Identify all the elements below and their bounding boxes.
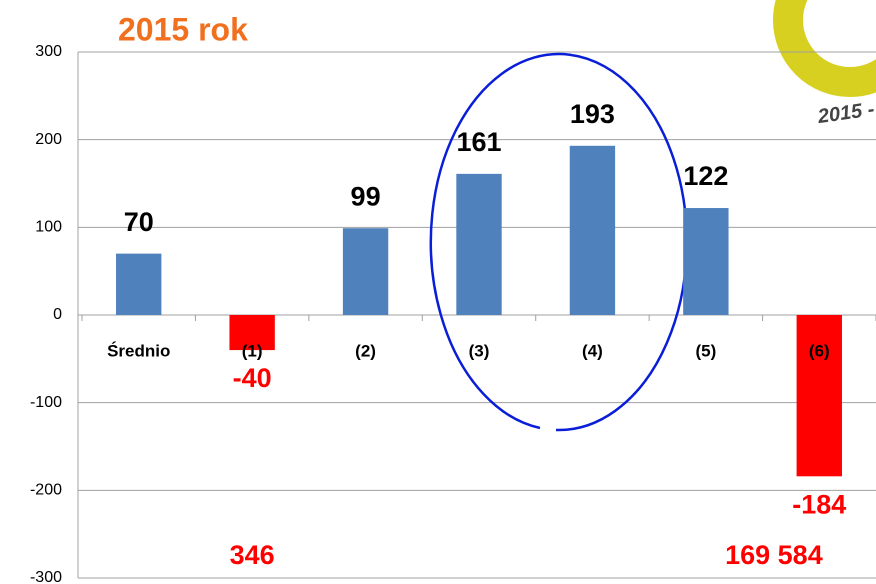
value-label: 193 [570,99,615,129]
logo-ring [773,0,876,97]
x-tick-label: Średnio [107,341,170,360]
chart-title: 2015 rok [118,11,248,47]
logo: 2015 - 20 [773,0,876,129]
value-label: 99 [351,181,381,211]
bar [456,173,502,315]
x-tick-label: (3) [469,341,490,360]
x-tick-label: (1) [242,341,263,360]
y-tick-label: 100 [35,219,62,236]
bar [796,315,842,477]
y-tick-label: 200 [35,131,62,148]
x-tick-label: (2) [355,341,376,360]
x-tick-label: (6) [809,341,830,360]
y-tick-label: 300 [35,43,62,60]
value-label: -40 [233,363,272,393]
x-tick-label: (4) [582,341,603,360]
bar [569,145,616,315]
value-label: -184 [792,489,846,519]
y-tick-label: -300 [30,569,62,584]
y-tick-label: 0 [53,306,62,323]
value-label: 70 [124,207,154,237]
bar [683,208,729,315]
value-label: 161 [456,127,501,157]
annotation: 169 584 [725,540,823,570]
logo-ring-green [850,0,876,20]
bar [342,228,389,315]
y-tick-label: -100 [30,394,62,411]
value-label: 122 [683,161,728,191]
bar [116,253,162,315]
y-tick-label: -200 [30,482,62,499]
bar [229,315,275,351]
highlight-ellipse [429,52,689,432]
logo-text: 2015 - 20 [816,95,876,129]
x-tick-label: (5) [695,341,716,360]
annotation: 346 [230,540,275,570]
